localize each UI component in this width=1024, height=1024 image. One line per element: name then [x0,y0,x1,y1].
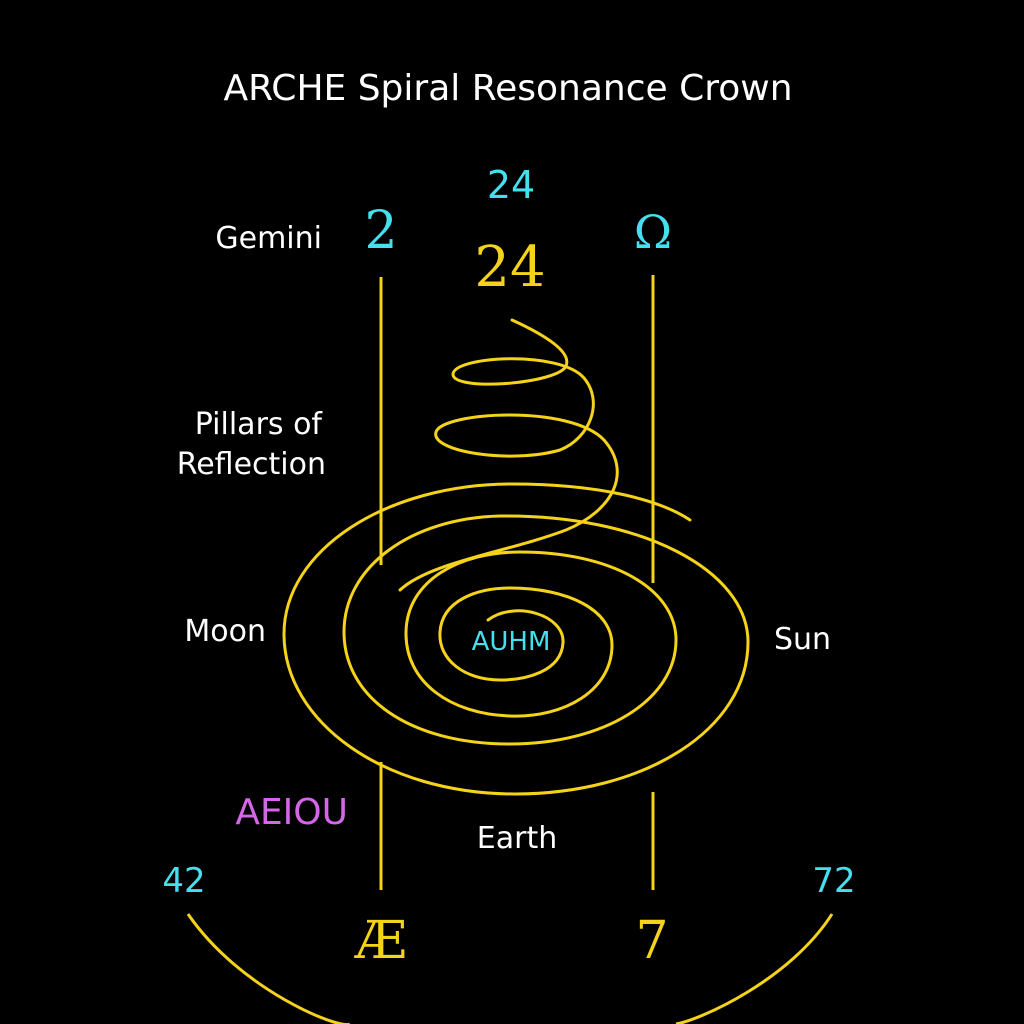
upper-spiral [398,318,619,592]
bottom-right-number: 72 [812,861,855,901]
main-spiral [282,482,750,796]
bottom-left-glyph: Æ [354,911,407,971]
center-label: AUHM [472,627,551,657]
diagram-title: ARCHE Spiral Resonance Crown [223,68,792,109]
gemini-label: Gemini [215,221,322,256]
sun-label: Sun [774,622,831,657]
bottom-right-glyph: 7 [635,911,668,971]
moon-label: Moon [184,614,266,649]
pillars-label-line-1: Pillars of [195,407,324,442]
top-number-cyan: 24 [487,163,535,207]
top-number-gold: 24 [474,235,545,300]
vowels-label: AEIOU [235,792,348,833]
pillars-label-line-2: Reflection [177,447,326,482]
left-pillar-symbol: 2 [364,201,397,261]
bottom-left-number: 42 [162,861,205,901]
right-pillar-symbol: Ω [634,205,672,259]
bottom-arc [186,913,834,1024]
earth-label: Earth [477,821,557,856]
